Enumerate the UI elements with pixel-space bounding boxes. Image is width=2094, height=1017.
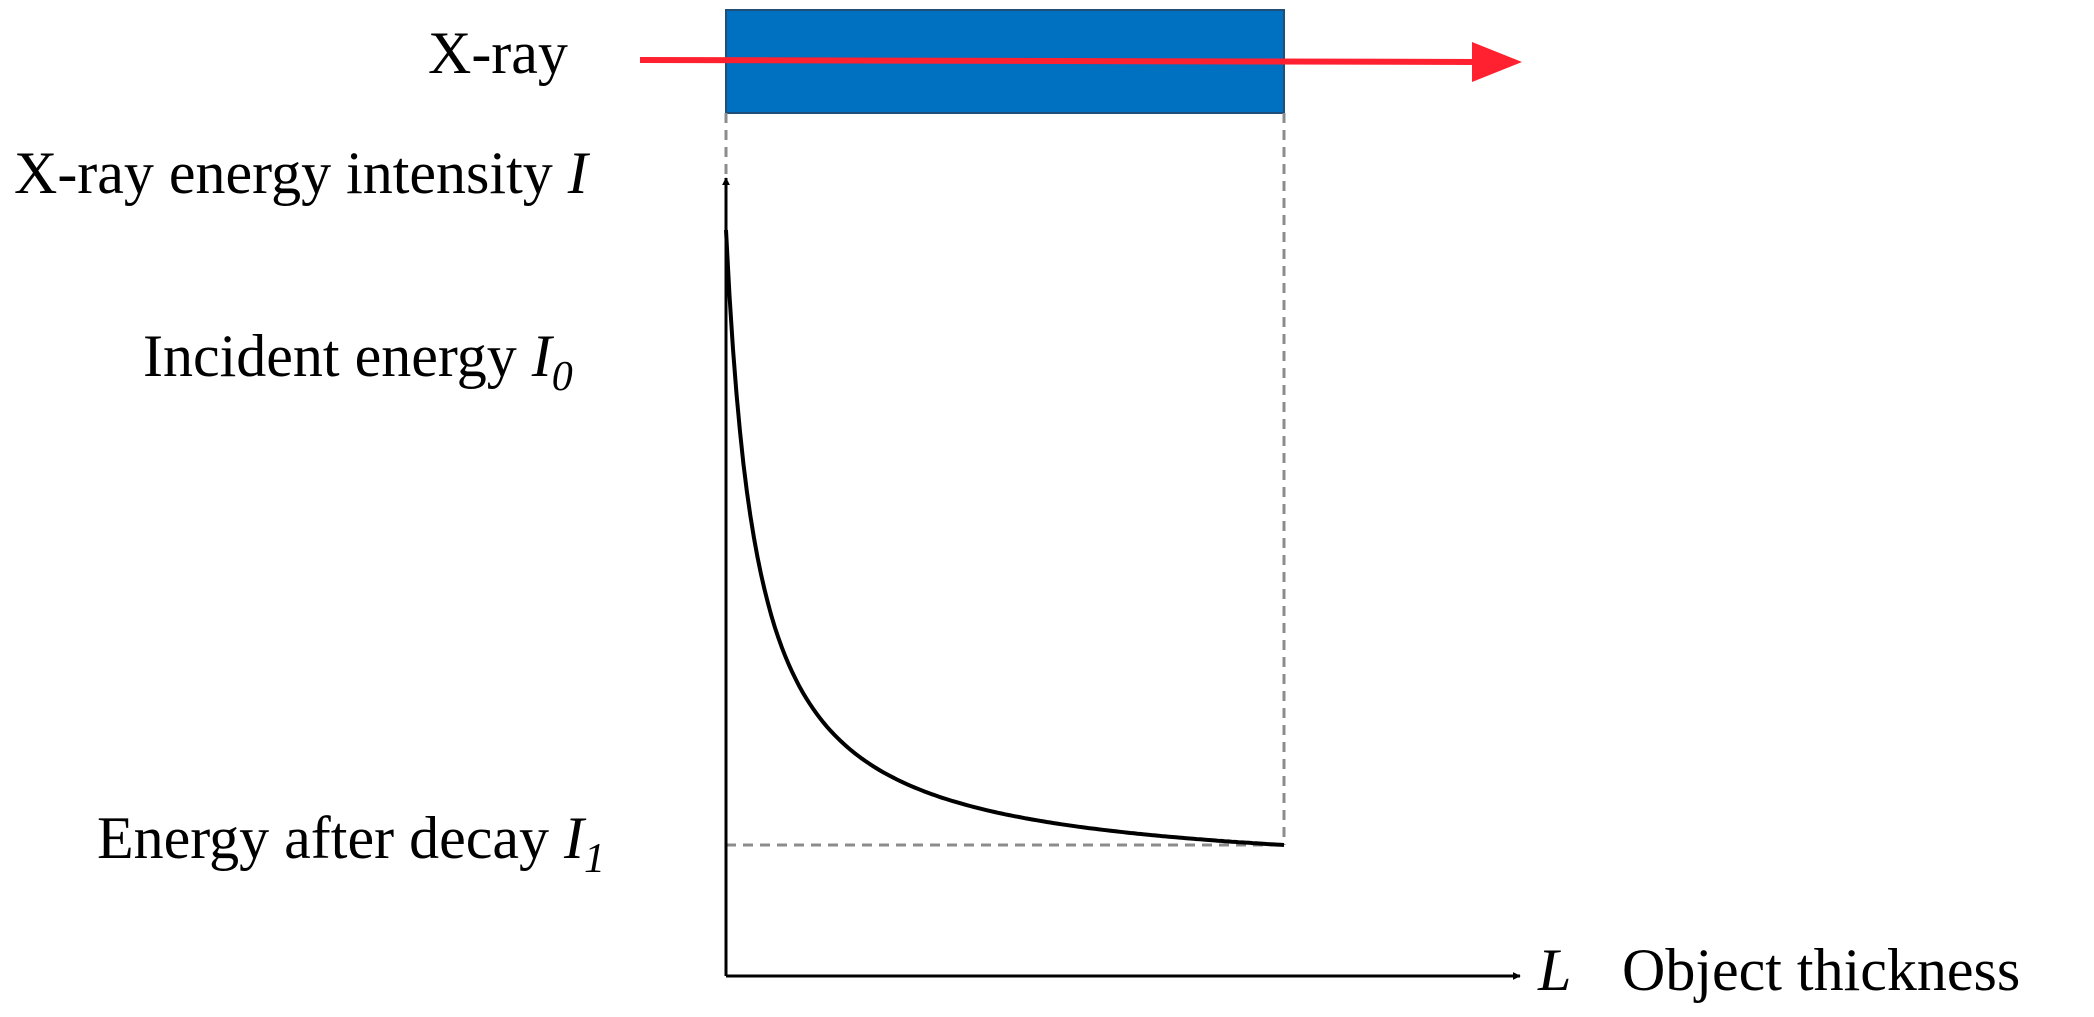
y-axis-label-text: X-ray energy intensity [14, 140, 568, 206]
decay-energy-subscript: 1 [584, 836, 605, 882]
decay-energy-text: Energy after decay [97, 805, 564, 871]
decay-energy-label: Energy after decay I1 [97, 805, 605, 882]
decay-energy-symbol: I [563, 805, 587, 871]
incident-energy-text: Incident energy [143, 323, 532, 389]
incident-energy-label: Incident energy I0 [143, 323, 573, 400]
x-axis-symbol: L [1537, 937, 1571, 1003]
incident-energy-symbol: I [531, 323, 555, 389]
attenuation-curve [724, 229, 1285, 847]
incident-energy-subscript: 0 [552, 354, 573, 400]
x-axis-label: Object thickness [1622, 937, 2020, 1003]
y-axis-label: X-ray energy intensity I [14, 140, 591, 206]
y-axis-label-symbol: I [567, 140, 591, 206]
xray-beam-arrowhead [1472, 42, 1522, 82]
xray-beam-line [639, 57, 1481, 65]
xray-label: X-ray [428, 20, 568, 86]
